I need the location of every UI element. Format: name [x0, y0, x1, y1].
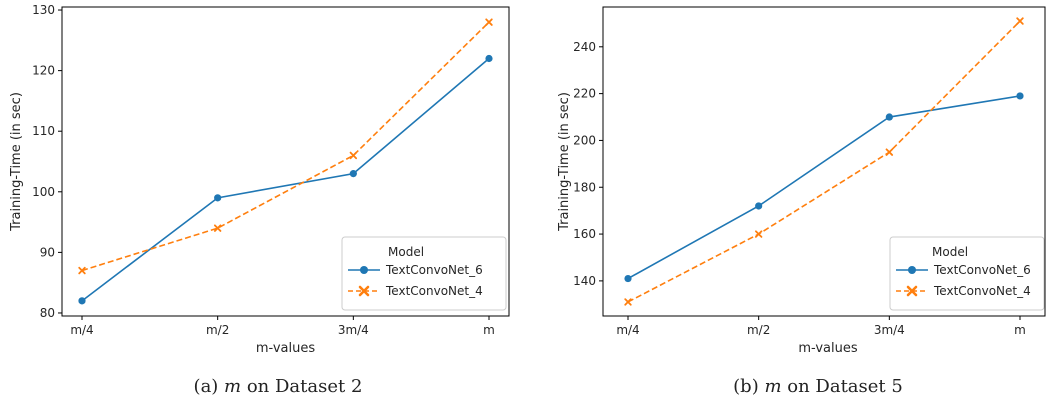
- y-tick-label: 180: [573, 180, 596, 194]
- chart-a: 80 90 100 110 120 130 m/4 m/2 3m/4 m m-values Tr…: [9, 3, 510, 397]
- x-axis-ticks: m/4 m/2 3m/4 m: [70, 316, 495, 337]
- data-point-textconvonet-6: [214, 194, 222, 202]
- plot-area-frame: [61, 6, 510, 317]
- x-tick-label: m/2: [747, 323, 770, 337]
- legend-label-textconvonet-4: TextConvoNet_4: [385, 284, 483, 298]
- y-tick-label: 80: [40, 306, 55, 320]
- data-point-textconvonet-6: [885, 113, 893, 121]
- data-point-textconvonet-4: [1016, 17, 1024, 25]
- y-tick-label: 160: [573, 227, 596, 241]
- data-point-textconvonet-6: [349, 170, 357, 178]
- data-point-textconvonet-6: [485, 54, 493, 63]
- y-tick-label: 200: [573, 133, 596, 147]
- x-axis-ticks: m/4 m/2 3m/4 m: [616, 316, 1026, 337]
- y-tick-label: 90: [40, 245, 55, 259]
- y-axis-ticks: 140 160 180 200 220 240: [573, 40, 603, 288]
- data-point-textconvonet-4: [624, 298, 632, 306]
- y-axis-label: Training-Time (in sec): [557, 92, 572, 232]
- y-tick-label: 130: [32, 3, 55, 17]
- legend-box: [341, 236, 507, 311]
- data-point-textconvonet-4: [78, 266, 86, 275]
- caption-variable: m: [764, 376, 781, 397]
- data-point-textconvonet-6: [755, 202, 763, 210]
- caption-suffix: on Dataset 2: [241, 376, 362, 397]
- legend-marker-textconvonet-6: [908, 266, 916, 274]
- x-tick-label: m: [1014, 323, 1026, 337]
- caption-prefix: (b): [733, 376, 764, 397]
- series-line-textconvonet-6: [81, 57, 490, 302]
- x-tick-label: m: [483, 323, 495, 337]
- caption-b: (b) m on Dataset 5: [733, 376, 903, 397]
- y-axis-label: Training-Time (in sec): [9, 92, 24, 232]
- legend-marker-textconvonet-6: [360, 266, 368, 274]
- legend-title: Model: [388, 245, 424, 259]
- y-tick-label: 110: [32, 124, 55, 138]
- series-line-textconvonet-4: [627, 20, 1021, 303]
- caption-variable: m: [224, 376, 241, 397]
- x-axis-label: m-values: [798, 341, 858, 356]
- legend-title: Model: [932, 245, 968, 259]
- y-tick-label: 240: [573, 40, 596, 54]
- legend-label-textconvonet-6: TextConvoNet_6: [933, 263, 1031, 277]
- legend: Model TextConvoNet_6 TextConvoNet_4: [341, 236, 507, 311]
- data-point-textconvonet-6: [624, 274, 632, 283]
- legend-label-textconvonet-4: TextConvoNet_4: [933, 284, 1031, 298]
- data-point-textconvonet-4: [213, 224, 222, 232]
- data-point-textconvonet-4: [485, 18, 493, 26]
- x-tick-label: 3m/4: [338, 323, 369, 337]
- x-tick-label: m/2: [206, 323, 229, 337]
- legend-label-textconvonet-6: TextConvoNet_6: [385, 263, 483, 277]
- y-tick-label: 100: [32, 185, 55, 199]
- data-point-textconvonet-4: [349, 151, 358, 160]
- data-point-textconvonet-4: [885, 148, 894, 156]
- x-tick-label: m/4: [70, 323, 93, 337]
- legend: Model TextConvoNet_6 TextConvoNet_4: [889, 236, 1045, 311]
- series-line-textconvonet-4: [81, 21, 490, 272]
- data-point-textconvonet-6: [1016, 92, 1024, 100]
- x-tick-label: 3m/4: [874, 323, 905, 337]
- series-group: [78, 18, 493, 305]
- caption-prefix: (a): [194, 376, 225, 397]
- data-point-textconvonet-4: [754, 230, 763, 238]
- series-line-textconvonet-6: [627, 95, 1021, 280]
- series-group: [624, 17, 1024, 306]
- y-tick-label: 140: [573, 274, 596, 288]
- y-tick-label: 220: [573, 87, 596, 101]
- caption-suffix: on Dataset 5: [782, 376, 903, 397]
- legend-marker-textconvonet-4: [906, 285, 918, 297]
- y-tick-label: 120: [32, 64, 55, 78]
- y-axis-ticks: 80 90 100 110 120 130: [32, 3, 62, 320]
- x-tick-label: m/4: [616, 323, 639, 337]
- plot-area-frame: [602, 6, 1046, 317]
- data-point-textconvonet-6: [78, 297, 86, 305]
- legend-marker-textconvonet-4: [358, 285, 370, 297]
- legend-box: [889, 236, 1045, 311]
- caption-a: (a) m on Dataset 2: [194, 376, 363, 397]
- x-axis-label: m-values: [256, 341, 316, 356]
